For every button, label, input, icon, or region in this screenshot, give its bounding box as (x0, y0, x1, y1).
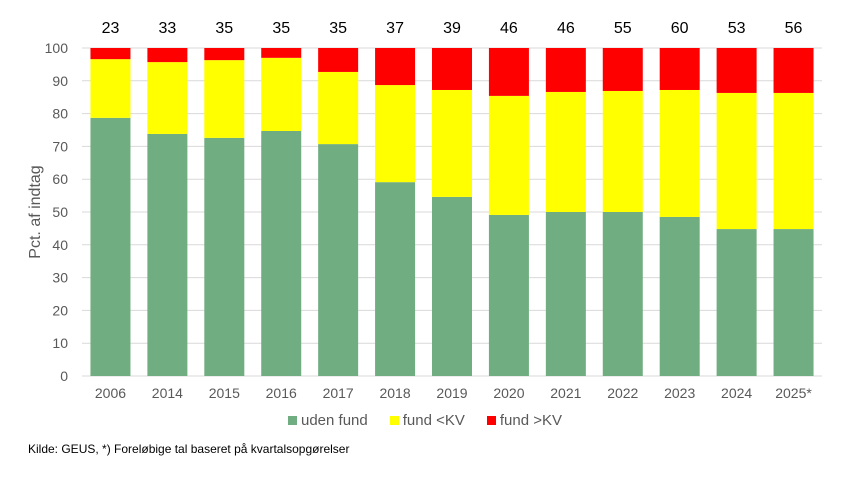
x-tick-label: 2025* (775, 385, 812, 401)
bar-segment (602, 212, 643, 376)
bar-total-label: 35 (272, 20, 290, 37)
bar-segment (488, 95, 529, 215)
y-tick-label: 70 (52, 138, 68, 154)
bar-segment (204, 60, 245, 138)
bar-segment (602, 48, 643, 91)
legend-label: fund >KV (499, 412, 562, 429)
bar-segment (204, 137, 245, 376)
bar-segment (90, 117, 131, 376)
y-tick-label: 90 (52, 73, 68, 89)
y-tick-label: 20 (52, 302, 68, 318)
bar-segment (488, 48, 529, 96)
bar-segment (432, 89, 472, 197)
bar-segment (773, 48, 814, 93)
legend: uden fund fund <KV fund >KV (0, 412, 850, 429)
bar-segment (432, 196, 472, 376)
bar-segment (375, 182, 416, 376)
legend-swatch (486, 416, 496, 425)
x-tick-label: 2024 (721, 385, 752, 401)
bar-segment (261, 130, 302, 376)
legend-label: fund <KV (402, 412, 465, 429)
bar-segment (90, 48, 131, 60)
source-note: Kilde: GEUS, *) Foreløbige tal baseret p… (28, 442, 350, 456)
bar-total-label: 35 (329, 20, 347, 37)
x-tick-label: 2017 (323, 385, 354, 401)
x-tick-label: 2019 (436, 385, 467, 401)
y-tick-label: 50 (52, 204, 68, 220)
bar-total-label: 46 (557, 20, 575, 37)
bar-total-label: 56 (785, 20, 803, 37)
x-tick-label: 2020 (493, 385, 524, 401)
y-tick-label: 80 (52, 106, 68, 122)
x-tick-label: 2015 (209, 385, 240, 401)
bar-segment (90, 59, 131, 118)
y-tick-label: 40 (52, 237, 68, 253)
bar-total-label: 23 (102, 20, 120, 37)
bar-total-label: 60 (671, 20, 689, 37)
bar-segment (204, 48, 245, 61)
bar-segment (318, 48, 359, 72)
bar-segment (147, 133, 188, 376)
bar-segment (318, 71, 359, 145)
bar-segment (261, 57, 302, 131)
bar-segment (318, 144, 359, 376)
bar-segment (375, 85, 416, 183)
x-tick-label: 2014 (152, 385, 183, 401)
bar-total-label: 39 (443, 20, 461, 37)
legend-label: uden fund (300, 412, 368, 429)
bar-segment (147, 62, 188, 134)
bar-segment (659, 216, 700, 376)
y-tick-label: 60 (52, 171, 68, 187)
bar-segment (716, 92, 757, 230)
bar-total-label: 53 (728, 20, 746, 37)
bar-segment (375, 48, 416, 86)
bar-segment (659, 48, 700, 90)
x-tick-label: 2023 (664, 385, 695, 401)
x-tick-label: 2022 (607, 385, 638, 401)
y-axis-label: Pct. af indtag (27, 165, 44, 258)
bar-total-label: 35 (215, 20, 233, 37)
legend-swatch (389, 416, 399, 425)
y-tick-label: 0 (60, 368, 68, 384)
bar-total-label: 46 (500, 20, 518, 37)
bar-total-label: 55 (614, 20, 632, 37)
bar-segment (488, 214, 529, 376)
legend-item: fund >KV (486, 412, 562, 429)
bar-segment (716, 229, 757, 376)
x-tick-label: 2006 (95, 385, 126, 401)
x-tick-label: 2021 (550, 385, 581, 401)
x-tick-label: 2016 (266, 385, 297, 401)
bar-segment (432, 48, 472, 90)
y-tick-label: 30 (52, 270, 68, 286)
bar-segment (773, 92, 814, 230)
bar-segment (773, 229, 814, 376)
bar-segment (147, 48, 188, 63)
bar-total-label: 33 (158, 20, 176, 37)
bar-segment (545, 91, 586, 212)
bar-segment (602, 90, 643, 212)
legend-swatch (287, 416, 297, 425)
bar-segment (659, 89, 700, 217)
legend-item: uden fund (287, 412, 368, 429)
y-tick-label: 100 (45, 40, 69, 56)
y-tick-label: 10 (52, 335, 68, 351)
bar-segment (545, 212, 586, 376)
bar-segment (261, 48, 302, 58)
x-tick-label: 2018 (379, 385, 410, 401)
legend-item: fund <KV (389, 412, 465, 429)
bar-segment (545, 48, 586, 92)
bar-segment (716, 48, 757, 93)
bar-total-label: 37 (386, 20, 404, 37)
